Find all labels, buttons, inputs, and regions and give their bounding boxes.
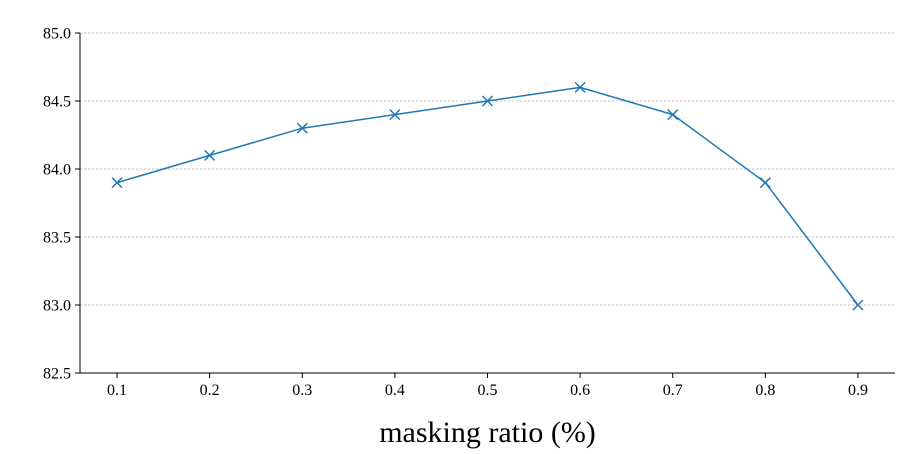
y-tick-label: 84.0	[43, 162, 71, 179]
marker-stroke	[667, 109, 679, 121]
data-point-marker	[759, 177, 771, 189]
data-point-marker	[852, 299, 864, 311]
x-tick-label: 0.7	[663, 382, 683, 399]
grid-lines	[80, 32, 895, 306]
data-point-marker	[204, 149, 216, 161]
x-tick-label: 0.1	[107, 382, 127, 399]
data-point-marker	[111, 177, 123, 189]
x-axis-title: masking ratio (%)	[379, 416, 596, 449]
x-tick-label: 0.4	[385, 382, 405, 399]
y-tick-label: 85.0	[43, 26, 71, 43]
data-point-marker	[667, 109, 679, 121]
y-tick-label: 82.5	[43, 366, 71, 383]
marker-stroke	[204, 149, 216, 161]
x-tick-label: 0.6	[570, 382, 590, 399]
x-tick-label: 0.8	[755, 382, 775, 399]
marker-stroke	[852, 299, 864, 311]
x-tick-label: 0.9	[848, 382, 868, 399]
axes	[79, 33, 895, 374]
y-ticks: 82.5 83.0 83.5 84.0 84.5 85.0	[43, 26, 80, 383]
series-line	[116, 86, 859, 306]
marker-stroke	[111, 177, 123, 189]
marker-stroke	[296, 122, 308, 134]
y-tick-label: 84.5	[43, 94, 71, 111]
data-point-marker	[574, 81, 586, 93]
x-tick-label: 0.5	[478, 382, 498, 399]
marker-stroke	[574, 81, 586, 93]
y-tick-label: 83.5	[43, 230, 71, 247]
data-point-marker	[481, 95, 494, 107]
marker-stroke	[759, 177, 771, 189]
data-point-marker	[296, 122, 308, 134]
y-tick-label: 83.0	[43, 298, 71, 315]
x-ticks: 0.1 0.2 0.3 0.4 0.5 0.6 0.7 0.8 0.9	[107, 373, 868, 399]
data-point-marker	[389, 109, 401, 121]
x-tick-label: 0.2	[200, 382, 220, 399]
series-group	[111, 81, 864, 311]
x-tick-label: 0.3	[292, 382, 312, 399]
marker-stroke	[481, 95, 494, 107]
marker-stroke	[389, 109, 401, 121]
